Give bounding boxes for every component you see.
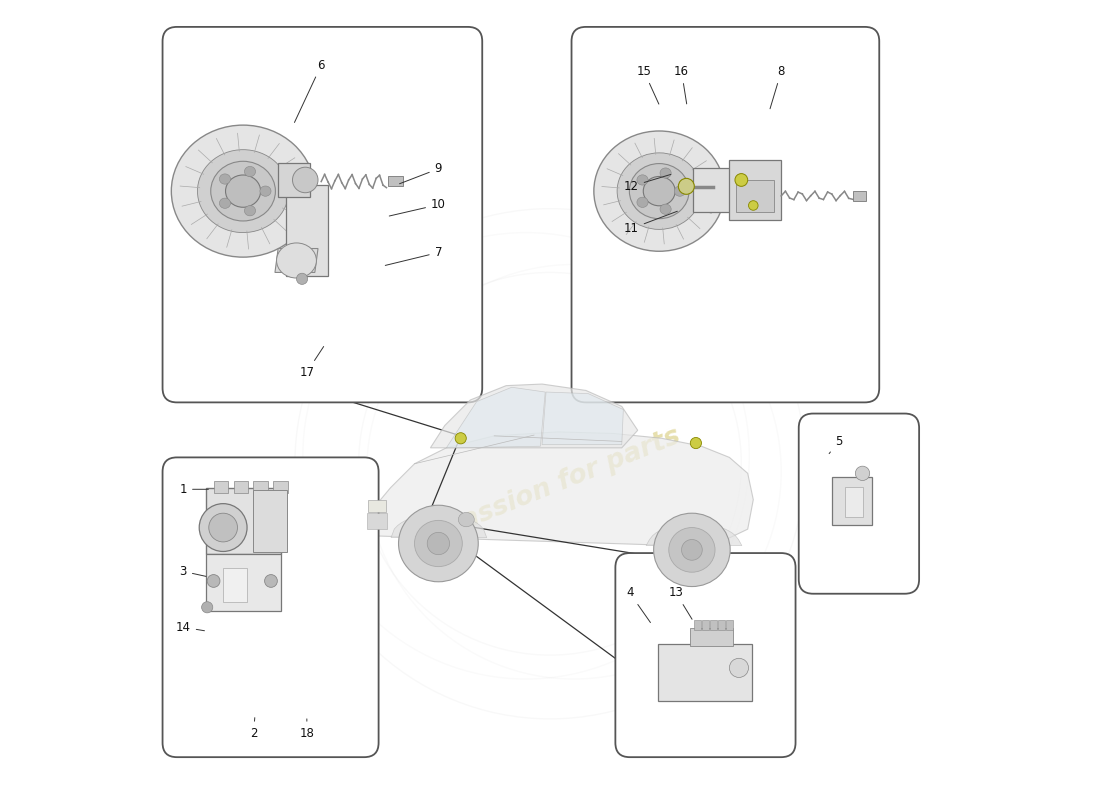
Ellipse shape [244,166,255,177]
Ellipse shape [198,150,288,233]
Ellipse shape [219,174,231,184]
Ellipse shape [172,125,315,257]
Ellipse shape [644,177,675,206]
FancyBboxPatch shape [274,481,288,494]
FancyBboxPatch shape [833,478,872,525]
FancyBboxPatch shape [845,487,862,517]
Ellipse shape [637,197,648,207]
Text: 5: 5 [829,435,843,454]
Ellipse shape [199,504,248,551]
Ellipse shape [260,186,271,196]
Ellipse shape [856,466,870,481]
FancyBboxPatch shape [368,500,386,512]
Text: 13: 13 [669,586,692,619]
FancyBboxPatch shape [233,481,248,494]
Text: 1: 1 [179,482,208,496]
Ellipse shape [729,658,748,678]
Polygon shape [542,392,624,445]
Ellipse shape [244,206,255,216]
FancyBboxPatch shape [388,176,403,186]
FancyBboxPatch shape [690,628,734,646]
FancyBboxPatch shape [163,27,482,402]
FancyBboxPatch shape [278,163,310,197]
Text: 10: 10 [389,198,446,216]
FancyBboxPatch shape [615,553,795,757]
FancyBboxPatch shape [658,644,751,702]
Ellipse shape [297,274,308,285]
FancyBboxPatch shape [729,160,781,220]
Text: 9: 9 [399,162,442,184]
FancyBboxPatch shape [852,191,866,201]
FancyBboxPatch shape [206,489,282,554]
FancyBboxPatch shape [726,620,733,630]
Ellipse shape [209,514,238,542]
Ellipse shape [226,175,261,207]
Text: 16: 16 [674,65,689,104]
Text: 11: 11 [624,211,678,235]
Ellipse shape [653,514,730,586]
Ellipse shape [735,174,748,186]
Ellipse shape [660,168,671,178]
FancyBboxPatch shape [711,620,716,630]
FancyBboxPatch shape [286,185,328,277]
Text: 6: 6 [295,58,324,122]
Text: 7: 7 [385,246,442,266]
Ellipse shape [748,201,758,210]
Ellipse shape [201,602,212,613]
Ellipse shape [691,438,702,449]
Text: 3: 3 [179,565,206,578]
FancyBboxPatch shape [213,481,228,494]
FancyBboxPatch shape [253,481,267,494]
Ellipse shape [637,175,648,185]
Ellipse shape [455,433,466,444]
Polygon shape [447,387,546,448]
Text: 4: 4 [626,586,650,622]
Text: 14: 14 [176,621,205,634]
Ellipse shape [219,198,231,208]
FancyBboxPatch shape [799,414,920,594]
Ellipse shape [669,527,715,572]
Ellipse shape [617,153,702,230]
Polygon shape [275,249,318,273]
Text: a passion for parts: a passion for parts [416,423,684,552]
FancyBboxPatch shape [253,490,287,552]
FancyBboxPatch shape [163,458,378,757]
FancyBboxPatch shape [718,620,725,630]
Ellipse shape [207,574,220,587]
FancyBboxPatch shape [223,568,248,602]
Polygon shape [430,384,638,448]
Text: 8: 8 [770,65,785,109]
Ellipse shape [679,178,694,194]
Ellipse shape [415,520,462,566]
Text: 12: 12 [624,174,671,193]
Polygon shape [363,432,754,547]
Ellipse shape [459,513,474,526]
Ellipse shape [265,574,277,587]
FancyBboxPatch shape [702,620,708,630]
Text: 15: 15 [637,65,659,104]
FancyBboxPatch shape [694,620,701,630]
FancyBboxPatch shape [572,27,879,402]
Text: 2: 2 [250,718,257,740]
Text: 18: 18 [299,719,315,740]
FancyBboxPatch shape [736,180,774,212]
Ellipse shape [682,539,702,560]
Ellipse shape [674,186,685,196]
FancyBboxPatch shape [366,514,386,529]
Text: 17: 17 [299,346,323,378]
Ellipse shape [398,506,478,582]
Ellipse shape [660,204,671,214]
Ellipse shape [427,532,450,554]
FancyBboxPatch shape [206,554,282,611]
Ellipse shape [293,167,318,193]
Ellipse shape [629,163,689,218]
Ellipse shape [594,131,725,251]
Ellipse shape [276,243,317,278]
Ellipse shape [211,162,275,221]
FancyBboxPatch shape [693,168,732,212]
